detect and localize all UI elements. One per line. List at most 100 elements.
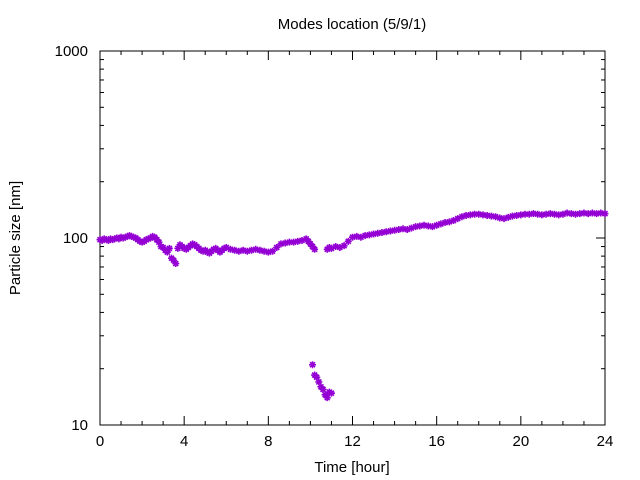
data-point xyxy=(504,213,512,221)
data-point xyxy=(407,224,415,232)
data-point xyxy=(290,238,298,246)
x-tick-label: 20 xyxy=(512,433,529,450)
data-point xyxy=(327,389,335,397)
data-point xyxy=(231,246,239,254)
data-point xyxy=(260,247,268,255)
y-tick-label: 10 xyxy=(71,417,88,434)
data-point xyxy=(382,228,390,236)
data-point xyxy=(374,229,382,237)
data-point xyxy=(445,218,453,226)
data-point xyxy=(189,240,197,248)
data-point xyxy=(572,210,580,218)
data-point xyxy=(165,244,173,252)
data-point xyxy=(420,221,428,229)
data-point xyxy=(138,238,146,246)
data-point xyxy=(109,236,117,244)
data-point xyxy=(576,210,584,218)
data-point xyxy=(315,378,323,386)
data-point xyxy=(450,217,457,225)
data-point xyxy=(336,243,344,251)
data-point xyxy=(525,210,533,218)
data-point xyxy=(311,245,319,253)
data-point xyxy=(521,210,529,218)
data-point xyxy=(588,209,596,217)
data-point xyxy=(117,233,125,241)
data-point xyxy=(210,245,218,253)
data-point xyxy=(391,226,399,234)
data-point xyxy=(399,225,407,233)
data-point xyxy=(428,223,436,231)
x-tick-label: 12 xyxy=(344,433,361,450)
data-point xyxy=(513,211,521,219)
data-point xyxy=(96,236,104,244)
data-point xyxy=(555,211,563,219)
data-point xyxy=(551,210,558,218)
data-point xyxy=(475,210,483,218)
data-point xyxy=(370,230,378,238)
data-points xyxy=(96,209,609,402)
data-point xyxy=(309,361,317,369)
data-point xyxy=(113,234,121,242)
data-point xyxy=(365,231,373,239)
data-point xyxy=(180,244,188,252)
data-point xyxy=(332,243,340,251)
data-point xyxy=(466,211,474,219)
x-tick-label: 4 xyxy=(180,433,188,450)
data-point xyxy=(136,237,144,245)
data-point xyxy=(479,211,487,219)
data-point xyxy=(395,226,403,234)
data-point xyxy=(199,247,207,255)
data-point xyxy=(235,247,243,255)
data-point xyxy=(111,235,119,243)
data-point xyxy=(102,236,110,244)
data-point xyxy=(248,246,255,254)
data-point xyxy=(319,385,327,393)
data-point xyxy=(170,256,178,264)
data-point xyxy=(172,260,180,268)
data-point xyxy=(593,210,601,218)
data-point xyxy=(256,246,264,254)
data-point xyxy=(454,215,462,223)
data-point xyxy=(197,246,205,254)
data-point xyxy=(538,211,546,219)
data-point xyxy=(517,211,525,219)
data-point xyxy=(277,240,285,248)
data-point xyxy=(559,210,567,218)
data-point xyxy=(563,209,571,217)
data-point xyxy=(327,244,335,252)
data-point xyxy=(107,235,115,243)
data-point xyxy=(424,222,432,230)
data-point xyxy=(437,220,445,228)
data-point xyxy=(534,210,542,218)
data-point xyxy=(323,394,331,402)
data-point xyxy=(220,244,228,252)
data-point xyxy=(174,244,182,252)
data-point xyxy=(471,210,479,218)
data-point xyxy=(144,235,152,243)
data-point xyxy=(252,245,260,253)
data-point xyxy=(601,210,609,218)
data-point xyxy=(496,214,504,222)
data-point xyxy=(458,213,466,221)
x-tick-label: 24 xyxy=(597,433,614,450)
y-tick-label: 1000 xyxy=(55,43,88,60)
data-point xyxy=(357,233,365,241)
data-point xyxy=(508,212,516,220)
data-point xyxy=(313,373,321,381)
data-point xyxy=(344,237,352,245)
data-point xyxy=(412,223,420,231)
data-point xyxy=(433,221,441,229)
x-axis-label: Time [hour] xyxy=(314,459,389,476)
data-point xyxy=(500,215,508,223)
data-point xyxy=(294,237,302,245)
data-point xyxy=(580,209,588,217)
y-axis-label: Particle size [nm] xyxy=(7,181,24,295)
data-point xyxy=(264,248,272,256)
data-point xyxy=(597,209,605,217)
data-point xyxy=(462,211,470,219)
data-point xyxy=(403,226,411,234)
data-point xyxy=(163,248,171,256)
data-point xyxy=(298,236,306,244)
data-point xyxy=(529,210,537,218)
